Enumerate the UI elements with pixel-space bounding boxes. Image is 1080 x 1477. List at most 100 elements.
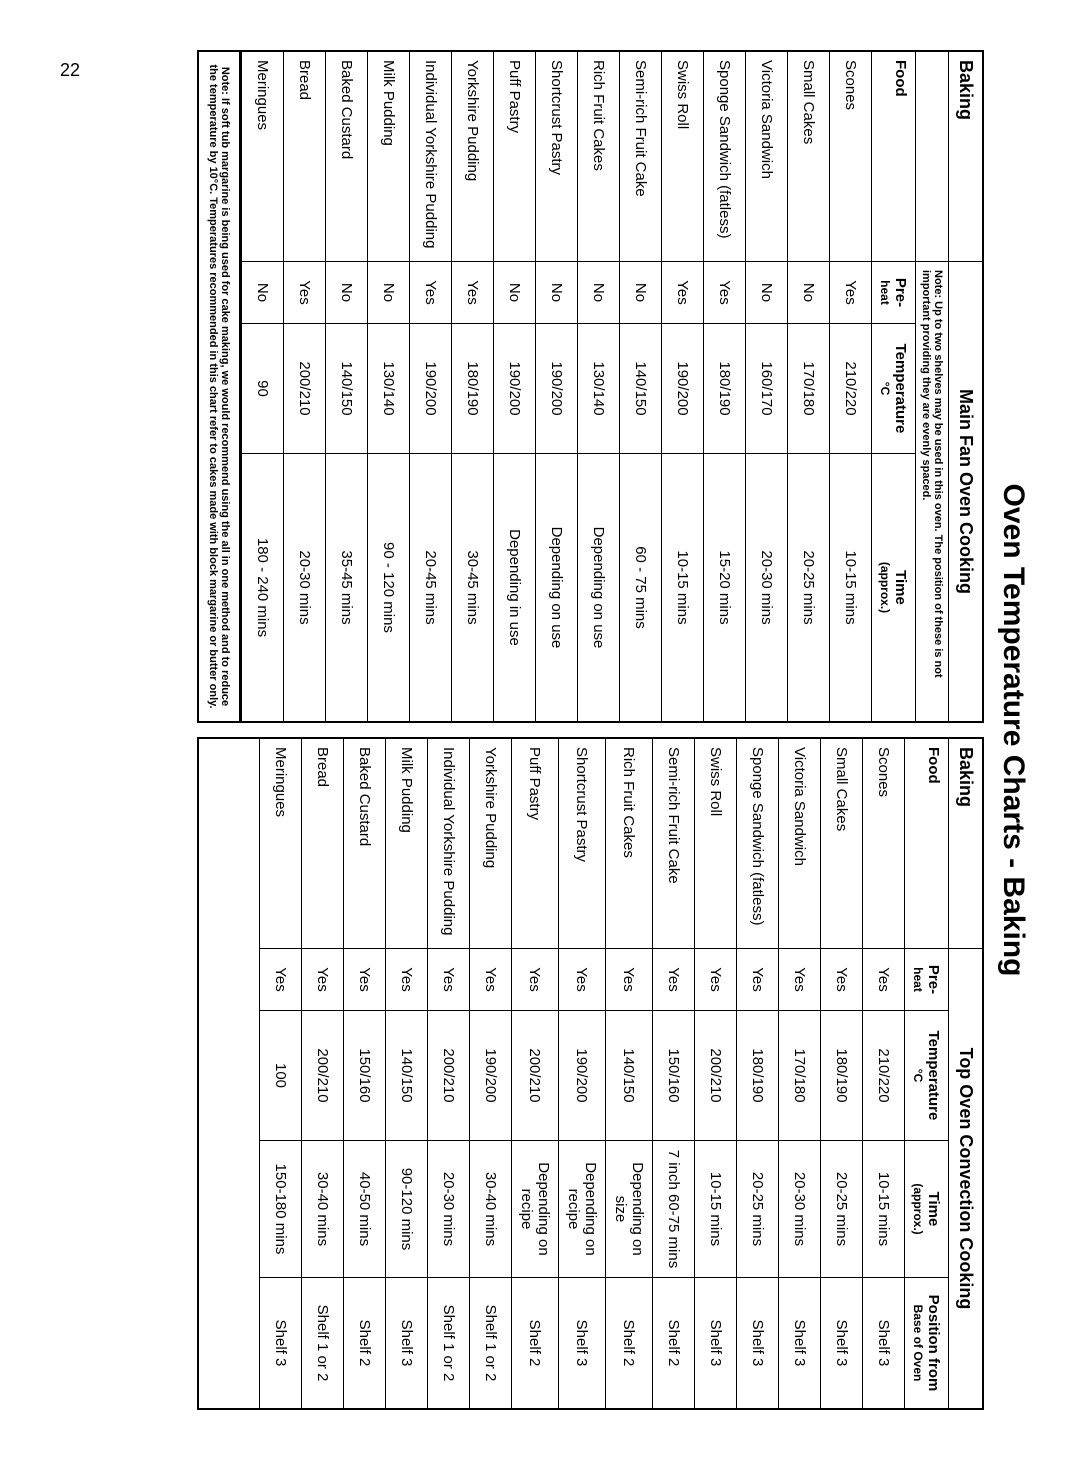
cell-time: 20-30 mins [284,454,325,721]
cell-preheat: Yes [302,949,343,1011]
cell-time: 20-30 mins [428,1141,469,1278]
cell-food: Meringues [260,739,301,949]
cell-time: 10-15 mins [830,454,871,721]
cell-food: Milk Pudding [386,739,427,949]
cell-preheat: No [578,262,619,324]
page-content: Oven Temperature Charts - Baking Baking … [120,50,1030,1410]
cell-food: Puff Pastry [512,739,558,949]
cell-food: Meringues [242,52,283,262]
table-row: Swiss RollYes190/20010-15 mins [661,52,703,721]
cell-preheat: No [788,262,829,324]
cell-preheat: Yes [428,949,469,1011]
cell-position: Shelf 3 [737,1278,778,1408]
cell-position: Shelf 2 [606,1278,652,1408]
cell-time: Depending on use [536,454,577,721]
cell-food: Milk Pudding [368,52,409,262]
table-row: Rich Fruit CakesYes140/150Depending on s… [605,739,652,1408]
cell-preheat: Yes [512,949,558,1011]
cell-preheat: Yes [559,949,605,1011]
cell-temp: 200/210 [428,1011,469,1141]
cell-temp: 190/200 [410,324,451,454]
cell-temp: 160/170 [746,324,787,454]
col-temp: Temperature °C [905,1011,948,1141]
col-temp-l2: °C [911,1019,925,1132]
cell-preheat: Yes [410,262,451,324]
cell-food: Victoria Sandwich [746,52,787,262]
cell-time: Depending on recipe [512,1141,558,1278]
table-row: MeringuesNo90180 - 240 mins [241,52,283,721]
cell-temp: 210/220 [863,1011,904,1141]
cell-temp: 130/140 [368,324,409,454]
cell-preheat: Yes [284,262,325,324]
col-preheat: Pre- heat [872,262,915,324]
cell-preheat: Yes [260,949,301,1011]
table-row: Yorkshire PuddingYes180/19030-45 mins [451,52,493,721]
cell-position: Shelf 1 or 2 [428,1278,469,1408]
cell-position: Shelf 3 [559,1278,605,1408]
cell-temp: 190/200 [559,1011,605,1141]
col-time: Time (approx.) [872,454,915,721]
cell-temp: 200/210 [302,1011,343,1141]
cell-time: Depending on size [606,1141,652,1278]
page-title: Oven Temperature Charts - Baking [996,50,1030,1410]
cell-position: Shelf 3 [695,1278,736,1408]
table-row: Baked CustardYes150/16040-50 minsShelf 2 [343,739,385,1408]
cell-preheat: Yes [606,949,652,1011]
table-row: Small CakesNo170/18020-25 mins [787,52,829,721]
cell-preheat: Yes [662,262,703,324]
col-time: Time (approx.) [905,1141,948,1278]
cell-food: Baked Custard [326,52,367,262]
col-food: Food [872,52,915,262]
cell-food: Rich Fruit Cakes [578,52,619,262]
table-row: SconesYes210/22010-15 mins [829,52,871,721]
table-row: BreadYes200/21020-30 mins [283,52,325,721]
cell-food: Victoria Sandwich [779,739,820,949]
cell-time: 150-180 mins [260,1141,301,1278]
cell-preheat: Yes [779,949,820,1011]
cell-temp: 140/150 [326,324,367,454]
cell-position: Shelf 1 or 2 [470,1278,511,1408]
cell-food: Shortcrust Pastry [559,739,605,949]
cell-preheat: Yes [470,949,511,1011]
table-row: Victoria SandwichNo160/17020-30 mins [745,52,787,721]
col-temp: Temperature °C [872,324,915,454]
cell-temp: 200/210 [695,1011,736,1141]
left-col-headers: Food Pre- heat Temperature °C Time (appr… [871,52,915,721]
table-row: Victoria SandwichYes170/18020-30 minsShe… [778,739,820,1408]
cell-time: 30-45 mins [452,454,493,721]
cell-temp: 150/160 [344,1011,385,1141]
cell-temp: 190/200 [494,324,535,454]
cell-food: Puff Pastry [494,52,535,262]
cell-food: Sponge Sandwich (fatless) [737,739,778,949]
cell-time: 60 - 75 mins [620,454,661,721]
left-header-row: Baking Main Fan Oven Cooking [948,52,982,721]
cell-temp: 180/190 [821,1011,862,1141]
cell-time: 40-50 mins [344,1141,385,1278]
col-temp-l1: Temperature [925,1031,942,1121]
col-temp-l1: Temperature [892,344,909,434]
table-row: Shortcrust PastryNo190/200Depending on u… [535,52,577,721]
cell-position: Shelf 3 [386,1278,427,1408]
cell-time: 20-25 mins [737,1141,778,1278]
cell-preheat: No [536,262,577,324]
table-row: Puff PastryNo190/200Depending in use [493,52,535,721]
cell-preheat: Yes [830,262,871,324]
cell-preheat: Yes [386,949,427,1011]
cell-preheat: Yes [704,262,745,324]
cell-food: Small Cakes [821,739,862,949]
cell-time: 20-30 mins [779,1141,820,1278]
left-footnote: Note: If soft tub margarine is being use… [199,52,241,721]
cell-time: 30-40 mins [470,1141,511,1278]
table-row: Sponge Sandwich (fatless)Yes180/19020-25… [736,739,778,1408]
cell-food: Yorkshire Pudding [470,739,511,949]
cell-position: Shelf 1 or 2 [302,1278,343,1408]
cell-position: Shelf 2 [344,1278,385,1408]
left-cooking-title: Main Fan Oven Cooking [949,262,982,721]
table-row: Puff PastryYes200/210Depending on recipe… [511,739,558,1408]
cell-food: Shortcrust Pastry [536,52,577,262]
right-section-label: Baking [949,739,982,949]
cell-temp: 180/190 [452,324,493,454]
cell-time: 20-45 mins [410,454,451,721]
cell-preheat: Yes [695,949,736,1011]
cell-time: Depending on use [578,454,619,721]
